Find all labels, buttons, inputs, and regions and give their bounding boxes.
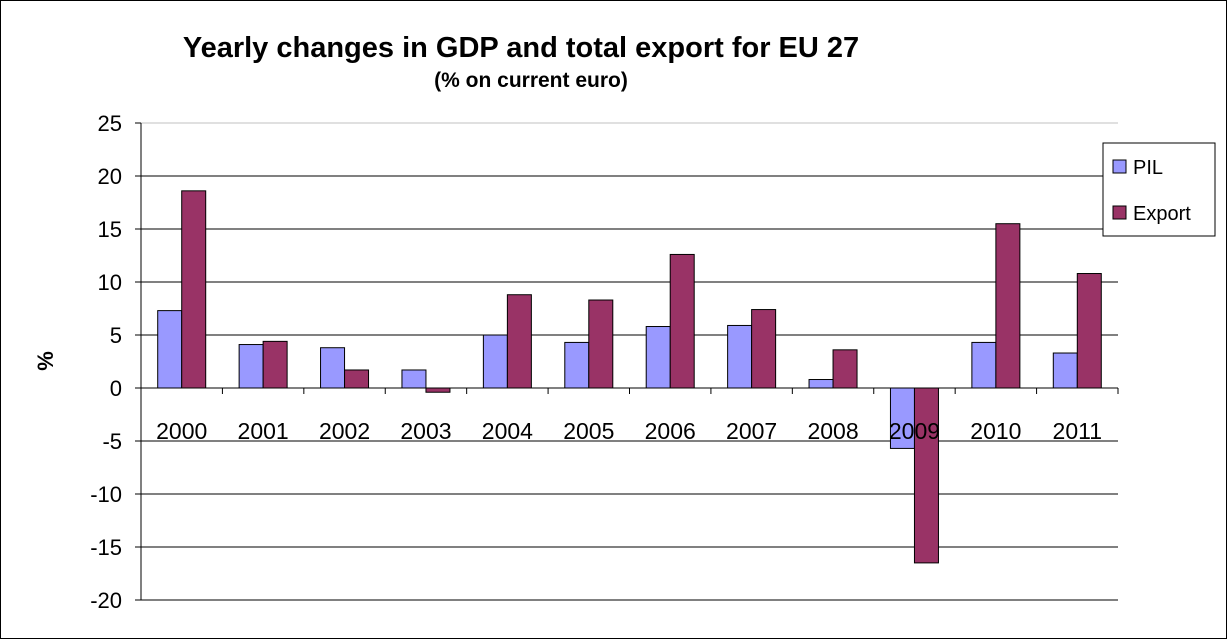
category-label: 2004 [482,418,533,444]
bar-export-2011 [1076,273,1102,389]
y-tick-label: 0 [110,376,122,401]
legend: PIL Export [1102,142,1216,237]
y-tick-label: 10 [98,270,122,295]
category-label: 2001 [238,418,289,444]
legend-swatch-pil [1112,159,1127,174]
axes [135,122,1119,601]
bar-export-2006 [669,253,695,389]
category-labels: 2000 2001 2002 2003 2004 2005 2006 2007 2008 2009… [156,418,1102,444]
category-label: 2002 [319,418,370,444]
y-axis-label: % [33,351,58,371]
bar-export-2002 [344,369,370,389]
bar-export-2009 [913,387,939,564]
y-tick-labels: 25 20 15 10 5 0 -5 -10 -15 -20 [90,111,122,613]
bar-export-2005 [588,299,614,389]
category-label: 2007 [726,418,777,444]
legend-label-pil: PIL [1133,157,1163,179]
category-label: 2008 [807,418,858,444]
bar-export-2008 [832,349,858,389]
bar-export-2000 [181,190,207,389]
bar-export-2010 [995,223,1021,389]
bars [157,190,1102,564]
category-label: 2005 [563,418,614,444]
chart-title: Yearly changes in GDP and total export f… [183,32,859,64]
y-tick-label: -20 [90,588,122,613]
y-tick-label: 20 [98,164,122,189]
bar-pil-2004 [482,334,508,389]
legend-swatch-export [1112,205,1127,220]
category-label: 2009 [889,418,940,444]
bar-pil-2007 [727,324,753,389]
y-tick-label: 5 [110,323,122,348]
legend-label-export: Export [1133,203,1191,225]
bar-pil-2005 [564,341,590,389]
category-label: 2006 [645,418,696,444]
y-tick-label: 15 [98,217,122,242]
category-label: 2003 [400,418,451,444]
legend-box [1102,142,1216,237]
bar-pil-2001 [238,344,264,389]
y-tick-label: -10 [90,482,122,507]
bar-pil-2002 [320,347,346,389]
bar-pil-2010 [971,341,997,389]
bar-export-2004 [506,294,532,389]
y-tick-label: -5 [102,429,122,454]
bar-pil-2011 [1052,352,1078,389]
category-label: 2010 [970,418,1021,444]
chart-subtitle: (% on current euro) [434,69,628,92]
bar-pil-2006 [645,326,671,389]
bar-pil-2008 [808,379,834,389]
bar-export-2003 [425,387,451,393]
bar-export-2007 [751,309,777,389]
bar-pil-2000 [157,310,183,389]
bar-export-2001 [262,340,288,389]
y-tick-label: -15 [90,535,122,560]
category-label: 2000 [156,418,207,444]
bar-pil-2003 [401,369,427,389]
category-label: 2011 [1053,418,1102,444]
y-tick-label: 25 [98,111,122,136]
